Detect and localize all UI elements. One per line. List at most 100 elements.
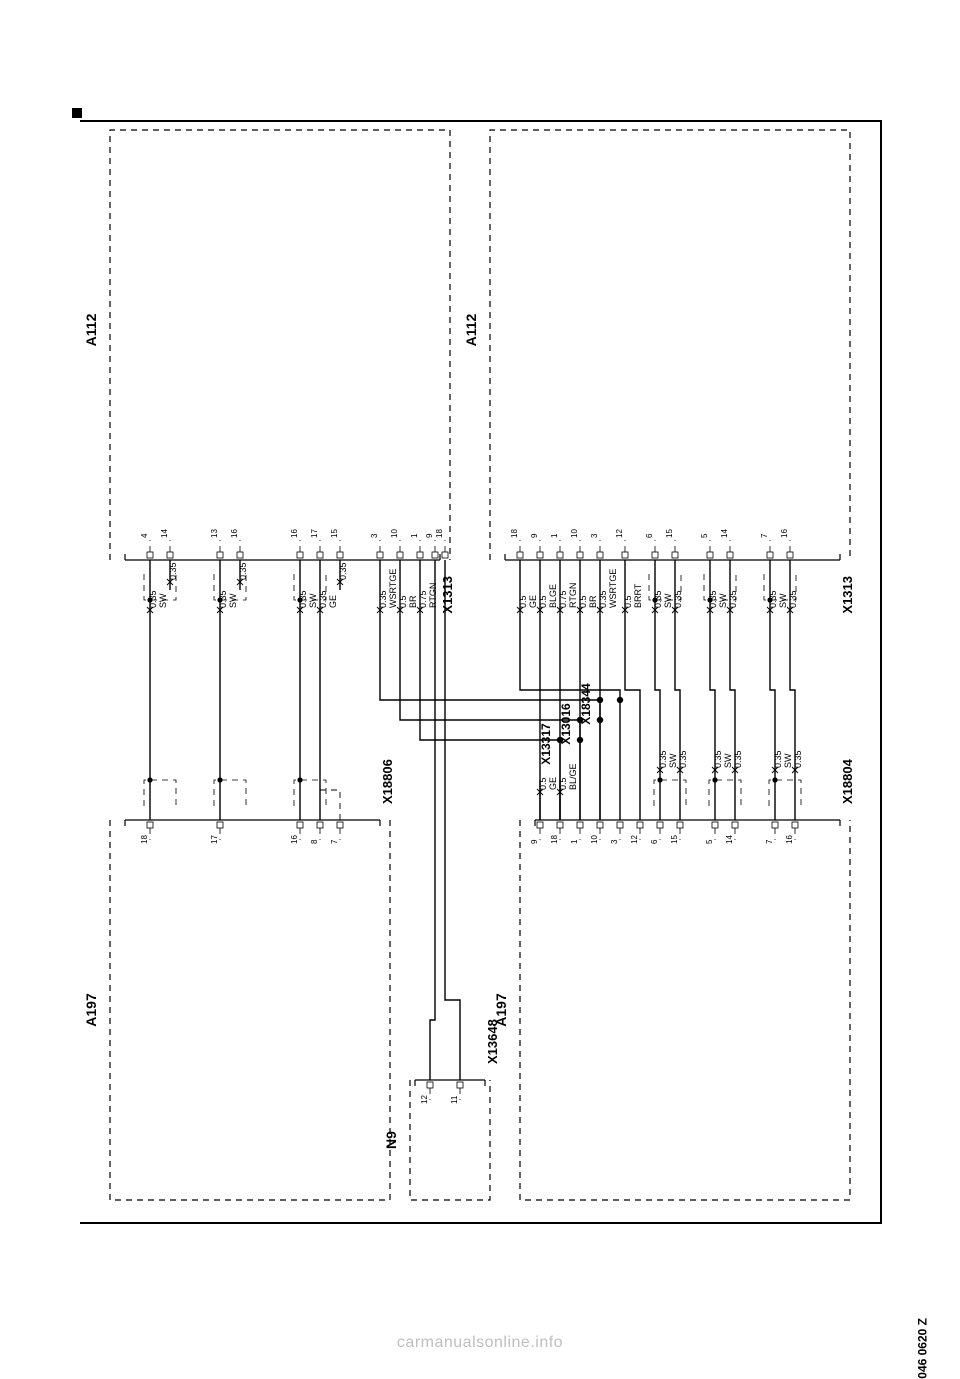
svg-text:A197: A197 <box>83 993 99 1027</box>
svg-text:0.35: 0.35 <box>773 750 783 768</box>
svg-text:BRRT: BRRT <box>633 583 643 608</box>
page: A112A112A197N9A197X1313X1313X18806X13648… <box>0 0 960 1358</box>
svg-text:1: 1 <box>410 533 419 538</box>
svg-text:RTGN: RTGN <box>568 583 578 608</box>
svg-text:N9: N9 <box>383 1131 399 1149</box>
svg-text:18: 18 <box>435 529 444 538</box>
svg-text:X18804: X18804 <box>840 758 855 804</box>
svg-text:16: 16 <box>290 529 299 538</box>
watermark: carmanualsonline.info <box>0 1334 960 1352</box>
svg-text:0.35: 0.35 <box>713 750 723 768</box>
svg-text:SW: SW <box>308 593 318 608</box>
svg-text:15: 15 <box>665 529 674 538</box>
svg-text:6: 6 <box>650 839 659 844</box>
wiring-svg: A112A112A197N9A197X1313X1313X18806X13648… <box>80 120 880 1220</box>
svg-text:GE: GE <box>548 777 558 790</box>
svg-text:BR: BR <box>408 595 418 608</box>
svg-text:BR: BR <box>588 595 598 608</box>
svg-text:0.35: 0.35 <box>148 590 158 608</box>
svg-text:SW: SW <box>783 753 793 768</box>
svg-text:0.35: 0.35 <box>168 562 178 580</box>
svg-text:X1313: X1313 <box>840 576 855 614</box>
svg-text:18: 18 <box>140 835 149 844</box>
svg-text:0.5: 0.5 <box>518 595 528 608</box>
svg-text:X1313: X1313 <box>440 576 455 614</box>
svg-text:WSRTGE: WSRTGE <box>388 569 398 608</box>
svg-text:10: 10 <box>590 835 599 844</box>
svg-text:X13317: X13317 <box>539 723 553 765</box>
svg-text:12: 12 <box>420 1095 429 1104</box>
svg-text:X13016: X13016 <box>559 703 573 745</box>
svg-text:14: 14 <box>720 529 729 538</box>
svg-text:7: 7 <box>330 839 339 844</box>
svg-text:16: 16 <box>780 529 789 538</box>
svg-text:0.5: 0.5 <box>538 777 548 790</box>
svg-text:0.35: 0.35 <box>728 590 738 608</box>
svg-text:6: 6 <box>645 533 654 538</box>
svg-text:0.75: 0.75 <box>558 590 568 608</box>
svg-text:0.35: 0.35 <box>318 590 328 608</box>
svg-text:1: 1 <box>570 839 579 844</box>
svg-text:0.35: 0.35 <box>238 562 248 580</box>
svg-text:16: 16 <box>230 529 239 538</box>
svg-text:0.35: 0.35 <box>678 750 688 768</box>
svg-text:0.35: 0.35 <box>793 750 803 768</box>
svg-text:BLGE: BLGE <box>548 584 558 608</box>
svg-text:WSRTGE: WSRTGE <box>608 569 618 608</box>
svg-text:0.35: 0.35 <box>653 590 663 608</box>
svg-text:A112: A112 <box>463 313 479 346</box>
svg-text:18: 18 <box>510 529 519 538</box>
svg-text:14: 14 <box>160 529 169 538</box>
svg-text:X13648: X13648 <box>485 1019 500 1064</box>
corner-tick <box>72 108 82 118</box>
svg-text:GE: GE <box>328 595 338 608</box>
svg-text:7: 7 <box>760 533 769 538</box>
svg-text:0.35: 0.35 <box>338 562 348 580</box>
svg-text:9: 9 <box>425 533 434 538</box>
svg-text:10: 10 <box>570 529 579 538</box>
svg-text:0.5: 0.5 <box>623 595 633 608</box>
svg-text:0.35: 0.35 <box>378 590 388 608</box>
svg-text:16: 16 <box>785 835 794 844</box>
svg-text:GE: GE <box>528 595 538 608</box>
svg-text:SW: SW <box>718 593 728 608</box>
svg-text:X18344: X18344 <box>579 683 593 725</box>
svg-text:0.35: 0.35 <box>788 590 798 608</box>
svg-text:A112: A112 <box>83 313 99 346</box>
svg-text:SW: SW <box>723 753 733 768</box>
svg-text:0.35: 0.35 <box>598 590 608 608</box>
svg-text:RTGN: RTGN <box>428 583 438 608</box>
svg-text:11: 11 <box>450 1095 459 1104</box>
svg-text:0.5: 0.5 <box>578 595 588 608</box>
svg-text:SW: SW <box>228 593 238 608</box>
svg-text:0.5: 0.5 <box>398 595 408 608</box>
svg-text:15: 15 <box>670 835 679 844</box>
svg-text:3: 3 <box>610 839 619 844</box>
svg-text:8: 8 <box>310 839 319 844</box>
svg-text:17: 17 <box>210 835 219 844</box>
svg-text:10: 10 <box>390 529 399 538</box>
svg-text:0.35: 0.35 <box>218 590 228 608</box>
svg-text:SW: SW <box>158 593 168 608</box>
svg-text:3: 3 <box>590 533 599 538</box>
svg-text:12: 12 <box>615 529 624 538</box>
svg-text:0.75: 0.75 <box>418 590 428 608</box>
svg-text:13: 13 <box>210 529 219 538</box>
svg-text:7: 7 <box>765 839 774 844</box>
svg-text:14: 14 <box>725 835 734 844</box>
svg-text:X18806: X18806 <box>380 759 395 804</box>
svg-text:BL/GE: BL/GE <box>568 763 578 790</box>
svg-text:16: 16 <box>290 835 299 844</box>
svg-text:0.35: 0.35 <box>298 590 308 608</box>
svg-text:9: 9 <box>530 533 539 538</box>
svg-text:0.35: 0.35 <box>733 750 743 768</box>
svg-text:3: 3 <box>370 533 379 538</box>
svg-text:4: 4 <box>140 533 149 538</box>
svg-text:5: 5 <box>700 533 709 538</box>
svg-text:SW: SW <box>778 593 788 608</box>
svg-text:17: 17 <box>310 529 319 538</box>
svg-text:1: 1 <box>550 533 559 538</box>
svg-text:SW: SW <box>663 593 673 608</box>
svg-text:0.35: 0.35 <box>708 590 718 608</box>
svg-text:0.35: 0.35 <box>658 750 668 768</box>
